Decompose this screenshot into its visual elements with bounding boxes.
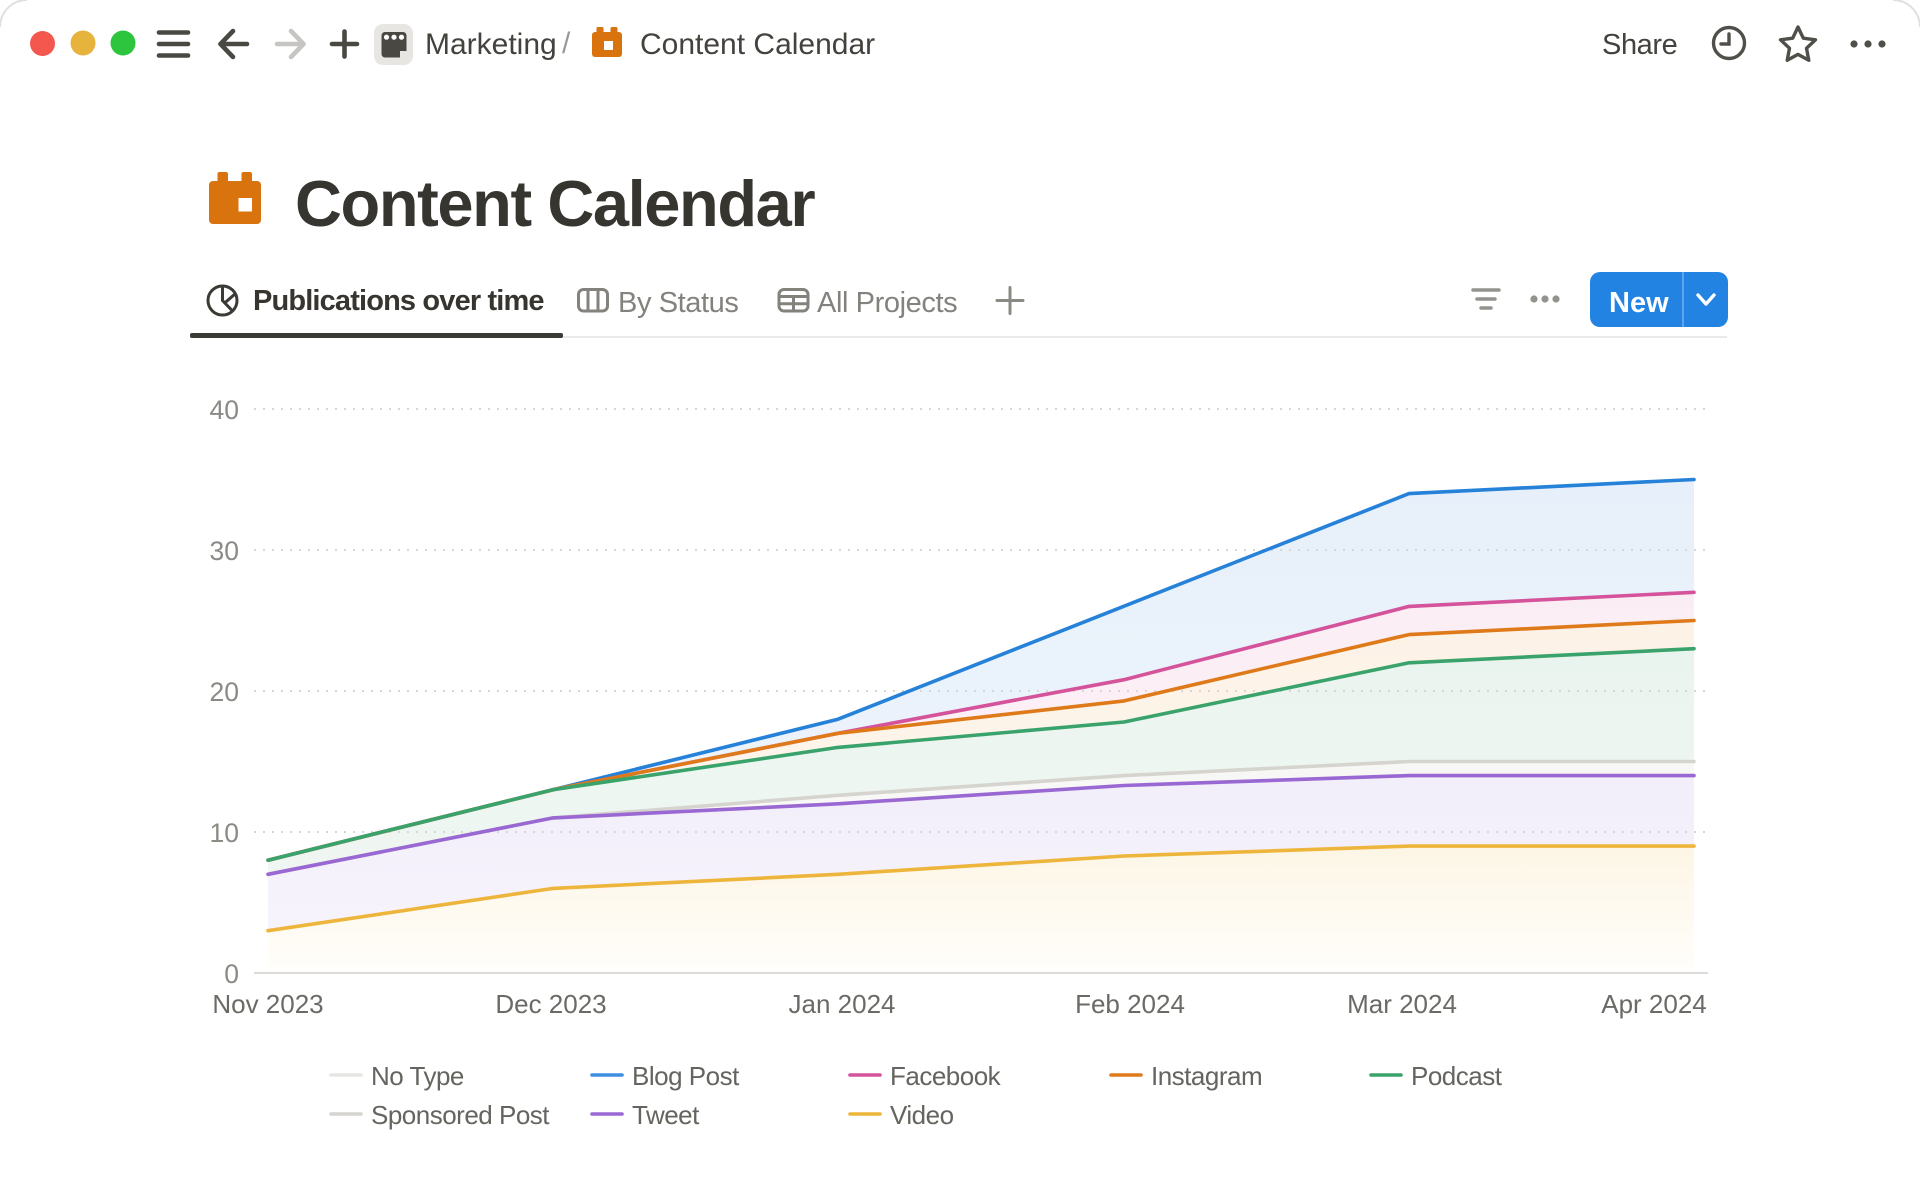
svg-text:20: 20 [210, 677, 239, 707]
svg-text:Blog Post: Blog Post [632, 1061, 740, 1091]
svg-text:No Type: No Type [371, 1061, 464, 1091]
svg-text:30: 30 [210, 536, 239, 566]
svg-text:Instagram: Instagram [1151, 1061, 1262, 1091]
svg-text:Jan 2024: Jan 2024 [789, 989, 896, 1019]
svg-text:Tweet: Tweet [632, 1100, 700, 1130]
svg-text:Podcast: Podcast [1411, 1061, 1503, 1091]
svg-text:Sponsored Post: Sponsored Post [371, 1100, 550, 1130]
svg-text:Facebook: Facebook [890, 1061, 1002, 1091]
svg-text:/: / [562, 27, 571, 60]
svg-text:Mar 2024: Mar 2024 [1347, 989, 1457, 1019]
svg-text:40: 40 [210, 395, 239, 425]
svg-text:Video: Video [890, 1100, 954, 1130]
svg-text:0: 0 [224, 959, 239, 989]
svg-text:Apr 2024: Apr 2024 [1601, 989, 1707, 1019]
svg-text:10: 10 [210, 818, 239, 848]
svg-text:Nov 2023: Nov 2023 [212, 989, 323, 1019]
svg-text:Feb 2024: Feb 2024 [1075, 989, 1185, 1019]
svg-text:Dec 2023: Dec 2023 [495, 989, 606, 1019]
